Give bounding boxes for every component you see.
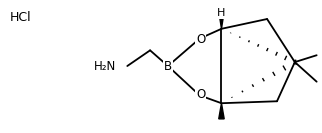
Text: O: O — [196, 33, 205, 46]
Polygon shape — [219, 103, 224, 119]
Text: HCl: HCl — [9, 11, 31, 24]
Text: B: B — [164, 59, 172, 72]
Text: H: H — [217, 8, 226, 18]
Polygon shape — [219, 11, 224, 29]
Text: H₂N: H₂N — [94, 59, 117, 72]
Text: O: O — [196, 88, 205, 101]
